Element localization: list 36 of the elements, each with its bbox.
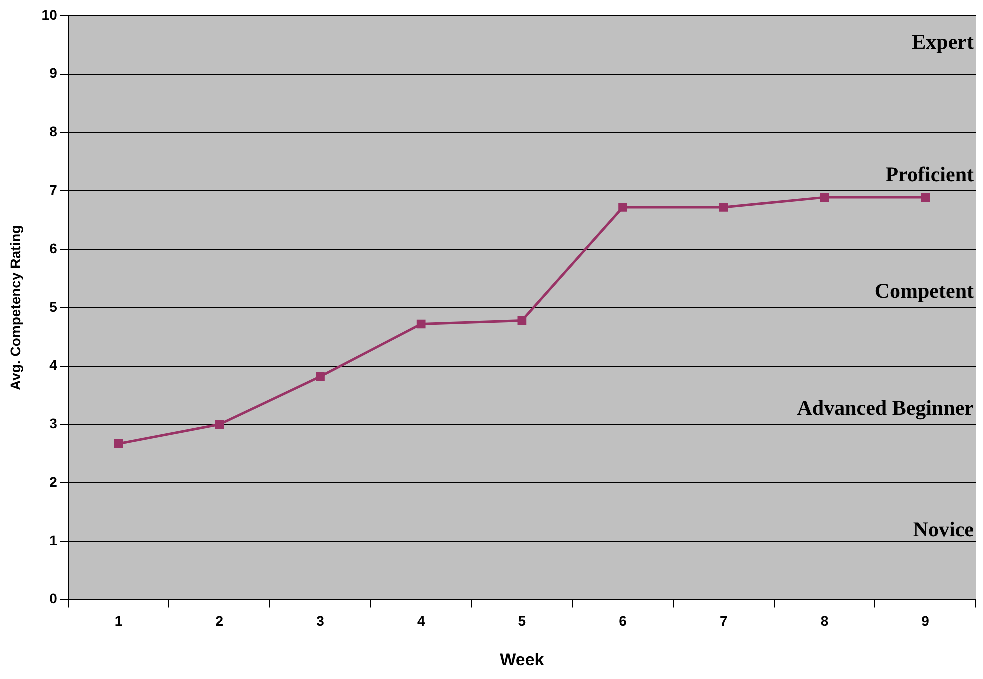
x-tick-label: 5 (518, 613, 526, 630)
annotation: Advanced Beginner (797, 396, 974, 420)
annotation: Competent (874, 279, 974, 304)
point (114, 439, 124, 448)
y-tick-label: 7 (50, 182, 58, 198)
x-tick-label: 2 (216, 613, 224, 630)
x-tick-label: 8 (820, 613, 829, 630)
point (215, 420, 224, 430)
point (416, 320, 426, 329)
x-axis-title: Week (500, 650, 545, 670)
x-tick-label: 4 (417, 613, 426, 630)
point (316, 372, 325, 382)
y-tick-label: 5 (50, 298, 58, 315)
point (518, 316, 527, 326)
point (921, 193, 930, 202)
x-tick-label: 9 (922, 613, 930, 630)
annotation: Expert (912, 30, 974, 54)
y-tick-label: 8 (50, 124, 58, 140)
x-tick-label: 1 (114, 613, 123, 630)
x-tick-label: 7 (720, 613, 728, 630)
y-tick-label: 1 (50, 532, 58, 548)
annotation: Proficient (886, 162, 974, 186)
y-tick-label: 2 (50, 474, 58, 490)
point (719, 203, 728, 212)
point (820, 193, 830, 202)
annotation: Novice (913, 517, 974, 542)
x-tick-label: 3 (316, 613, 325, 630)
point (618, 203, 628, 212)
y-tick-label: 0 (50, 590, 58, 607)
y-tick-label: 10 (42, 6, 58, 23)
x-tick-label: 6 (619, 613, 628, 630)
y-tick-label: 4 (50, 357, 58, 374)
y-tick-label: 9 (50, 65, 58, 82)
y-tick-label: 6 (50, 240, 58, 256)
y-tick-label: 3 (50, 416, 58, 432)
y-axis-title: Avg. Competency Rating (7, 225, 24, 390)
